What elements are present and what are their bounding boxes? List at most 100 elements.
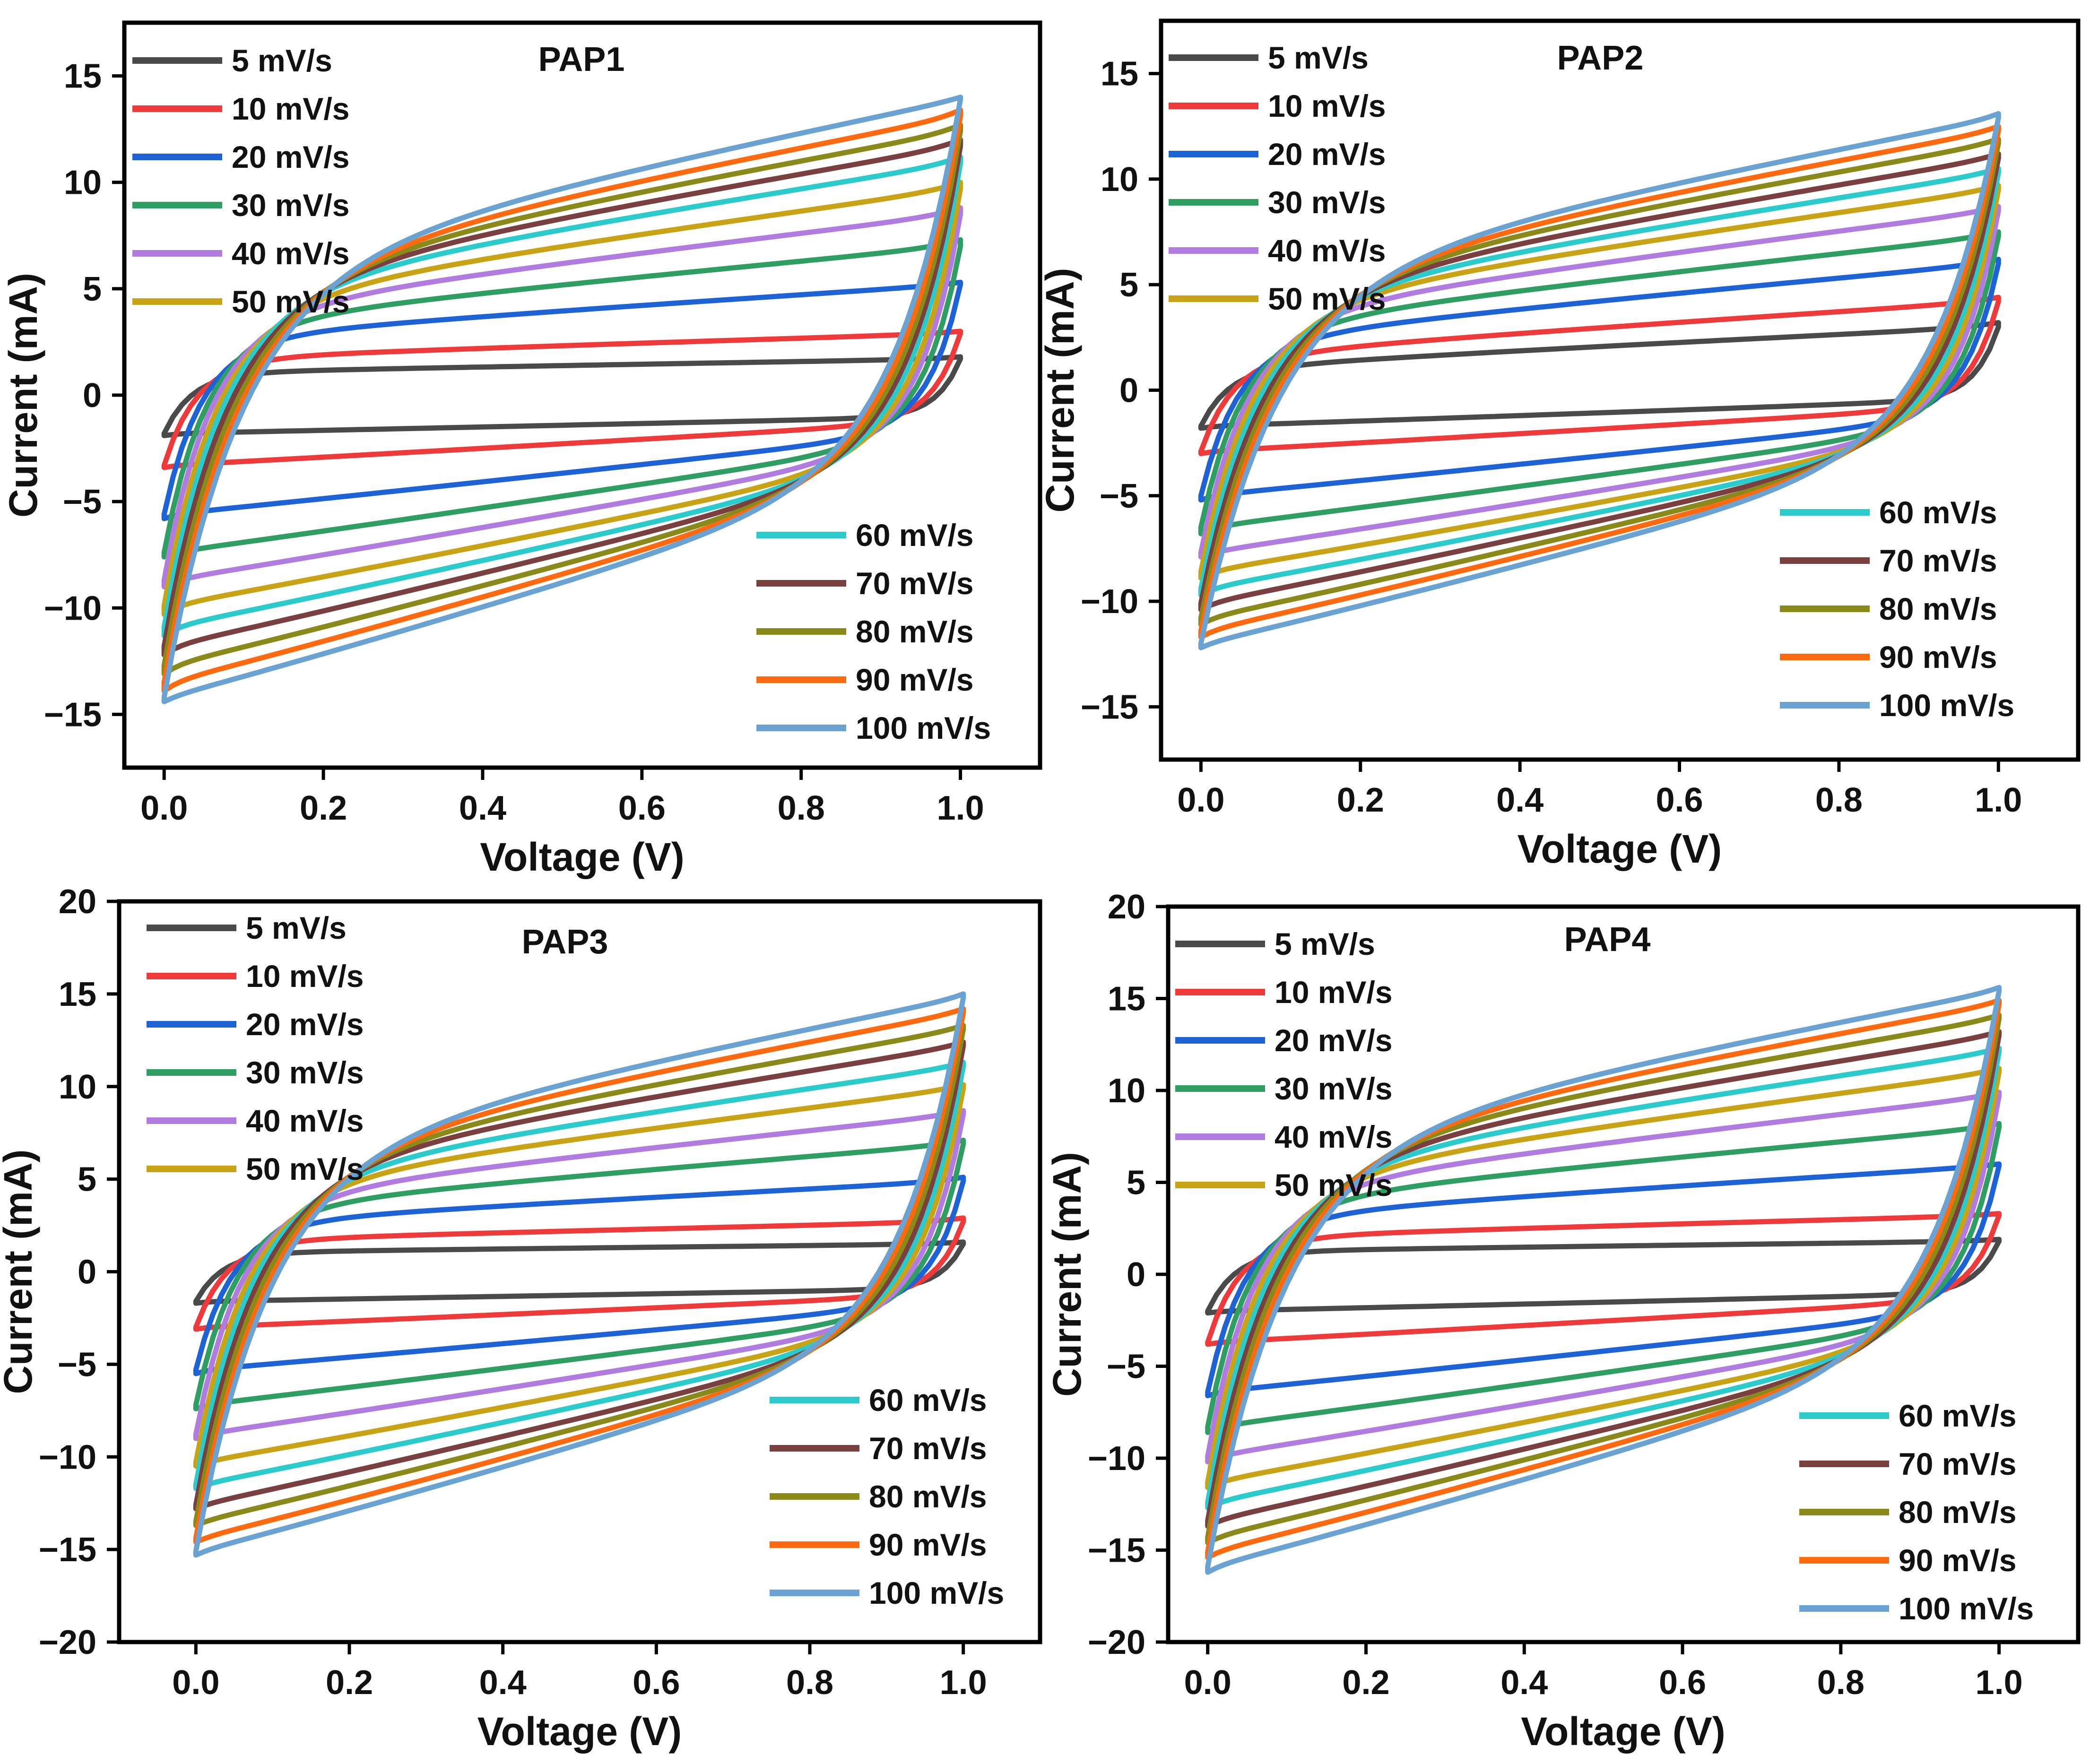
legend-entry: 50 mV/s — [1175, 1167, 1393, 1202]
curves — [161, 95, 963, 704]
y-tick-label: −10 — [39, 1438, 96, 1476]
cv-curve — [193, 1215, 966, 1332]
legend-entry: 20 mV/s — [147, 1007, 364, 1042]
legend-entry: 40 mV/s — [132, 236, 350, 271]
y-tick-label: 0 — [1119, 372, 1138, 410]
legend-label: 100 mV/s — [1899, 1591, 2034, 1626]
legend-entry: 70 mV/s — [1780, 543, 1997, 578]
y-tick-label: −20 — [1088, 1624, 1145, 1661]
legend-label: 20 mV/s — [246, 1007, 364, 1042]
legend-entry: 5 mV/s — [1175, 926, 1375, 961]
legend-label: 50 mV/s — [1275, 1167, 1393, 1202]
cv-curve — [1205, 1029, 2002, 1529]
curves — [1198, 111, 2001, 650]
curves — [1205, 985, 2002, 1575]
legend-label: 5 mV/s — [246, 910, 347, 945]
legend-entry: 50 mV/s — [147, 1151, 364, 1186]
cv-curve — [1205, 1161, 2002, 1399]
x-tick-label: 0.0 — [1184, 1664, 1231, 1702]
legend-entry: 50 mV/s — [132, 284, 350, 319]
legend-label: 20 mV/s — [1268, 137, 1386, 172]
y-tick-label: −5 — [58, 1346, 96, 1384]
legend-entry: 10 mV/s — [1169, 88, 1386, 123]
legend-entry: 50 mV/s — [1169, 281, 1386, 316]
legend-entry: 80 mV/s — [1799, 1495, 2017, 1530]
legend-entry: 5 mV/s — [147, 910, 347, 945]
legend-label: 20 mV/s — [1275, 1023, 1393, 1058]
y-tick-label: 10 — [1101, 161, 1138, 199]
cv-curve — [193, 1060, 966, 1491]
cv-curve — [1198, 151, 2001, 613]
cv-curve — [1205, 1090, 2002, 1465]
legend-label: 30 mV/s — [1275, 1071, 1393, 1106]
cv-curve — [1198, 204, 2001, 560]
cv-curve — [161, 107, 963, 694]
legend-entry: 40 mV/s — [147, 1103, 364, 1138]
panel-title: PAP4 — [1564, 921, 1651, 959]
legend-entry: 60 mV/s — [756, 518, 974, 553]
legend-entry: 60 mV/s — [1799, 1398, 2017, 1433]
legend-entry: 70 mV/s — [1799, 1446, 2017, 1481]
panel-pap4: 0.0 0.2 0.4 0.6 0.8 1.0 20 15 10 5 0 −5 −10 −15 −20 Vol… — [1045, 888, 2081, 1754]
y-tick-label: 10 — [59, 1068, 96, 1106]
legend-label: 50 mV/s — [1268, 281, 1386, 316]
legend-entry: 30 mV/s — [1175, 1071, 1393, 1106]
panels: 0.0 0.2 0.4 0.6 0.8 1.0 15 10 5 0 −5 −10 −15 Voltage … — [0, 18, 2081, 1754]
legend-label: 5 mV/s — [1268, 40, 1369, 75]
legend-label: 100 mV/s — [856, 710, 991, 745]
cv-curve — [193, 1108, 966, 1441]
legend-entry: 90 mV/s — [756, 662, 974, 697]
y-tick-label: 20 — [1108, 888, 1145, 926]
y-axis-label: Current (mA) — [1, 273, 45, 518]
legend-entry: 30 mV/s — [147, 1055, 364, 1090]
x-tick-label: 0.6 — [618, 789, 666, 827]
cv-curve — [1205, 1046, 2002, 1511]
legend-label: 80 mV/s — [856, 614, 974, 649]
cv-curve — [193, 1082, 966, 1469]
panel-title: PAP2 — [1557, 39, 1644, 77]
cv-curve — [1205, 985, 2002, 1575]
legend-label: 90 mV/s — [1879, 640, 1997, 674]
panel-title: PAP3 — [522, 923, 608, 961]
cv-curve — [193, 1239, 966, 1306]
y-tick-label: −15 — [1088, 1532, 1145, 1570]
cv-curve — [161, 329, 963, 470]
cv-curve — [161, 95, 963, 704]
legend-label: 80 mV/s — [869, 1479, 987, 1514]
y-tick-label: 5 — [83, 270, 102, 308]
cv-curve — [1205, 1211, 2002, 1347]
y-tick-label: 15 — [64, 58, 102, 95]
cv-curve — [193, 1023, 966, 1528]
x-tick-label: 0.2 — [326, 1664, 373, 1702]
x-tick-label: 0.2 — [1337, 781, 1384, 819]
legend-label: 10 mV/s — [1268, 88, 1386, 123]
y-tick-label: −10 — [1088, 1440, 1145, 1478]
legend-label: 70 mV/s — [869, 1431, 987, 1466]
cv-curve — [1205, 1012, 2002, 1546]
x-tick-label: 0.6 — [633, 1664, 680, 1702]
x-tick-label: 0.8 — [778, 789, 825, 827]
legend-label: 40 mV/s — [232, 236, 350, 271]
x-tick-label: 1.0 — [1976, 1664, 2023, 1702]
legend-label: 10 mV/s — [246, 959, 364, 994]
panel-title: PAP1 — [538, 41, 625, 78]
legend-entry: 30 mV/s — [132, 188, 350, 223]
legend-label: 40 mV/s — [1275, 1119, 1393, 1154]
legend-entry: 90 mV/s — [1780, 640, 1997, 674]
y-tick-label: 0 — [78, 1254, 96, 1291]
legend-entry: 100 mV/s — [756, 710, 991, 745]
cv-curve — [161, 237, 963, 560]
legend-entry: 70 mV/s — [770, 1431, 987, 1466]
x-tick-label: 1.0 — [1975, 781, 2022, 819]
legend-entry: 20 mV/s — [132, 139, 350, 174]
legend-entry: 80 mV/s — [770, 1479, 987, 1514]
x-axis-label: Voltage (V) — [1518, 827, 1722, 871]
panel-pap1: 0.0 0.2 0.4 0.6 0.8 1.0 15 10 5 0 −5 −10 −15 Voltage … — [1, 20, 1042, 879]
legend-label: 30 mV/s — [246, 1055, 364, 1090]
x-tick-label: 0.4 — [1500, 1664, 1548, 1702]
x-tick-label: 1.0 — [940, 1664, 987, 1702]
y-tick-label: 10 — [1108, 1072, 1145, 1110]
x-tick-label: 0.0 — [1177, 781, 1224, 819]
legend-label: 50 mV/s — [232, 284, 350, 319]
y-tick-label: −5 — [1107, 1348, 1145, 1386]
